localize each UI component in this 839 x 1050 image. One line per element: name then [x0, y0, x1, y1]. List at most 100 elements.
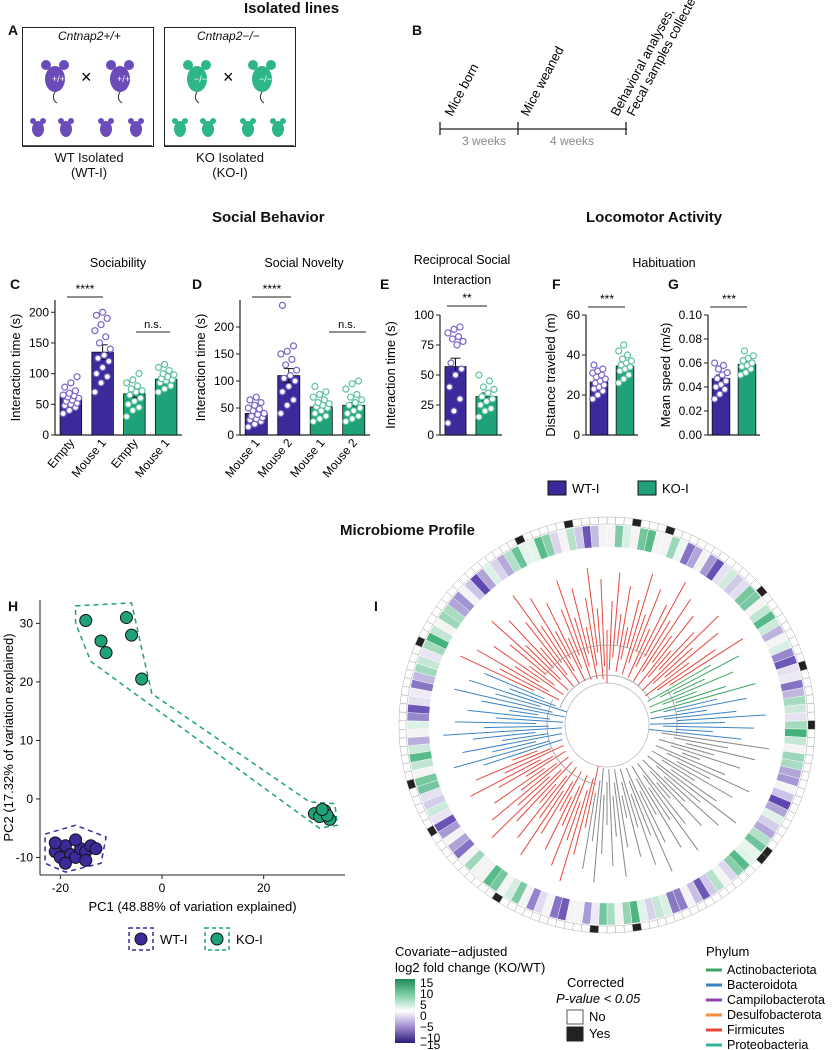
data-point	[103, 373, 111, 381]
tree-branch	[544, 796, 572, 850]
data-point	[475, 371, 483, 379]
tree-root-ring	[564, 682, 650, 768]
tree-branch	[644, 662, 690, 697]
data-point	[311, 409, 319, 417]
data-point	[618, 355, 627, 363]
data-point	[723, 369, 731, 377]
legend-ko-label: KO-I	[662, 481, 689, 496]
data-point	[346, 393, 355, 401]
tree-branch	[540, 625, 580, 684]
phylum-title: Phylum	[706, 944, 749, 959]
x-axis-label: PC1 (48.88% of variation explained)	[88, 899, 296, 914]
data-point	[457, 365, 466, 373]
data-point	[154, 363, 163, 372]
tree-branch	[614, 769, 629, 848]
data-point	[99, 363, 107, 372]
data-point	[719, 361, 728, 369]
data-point	[342, 385, 350, 393]
pvalue-cell	[398, 711, 407, 721]
pvalue-cell	[401, 685, 410, 696]
y-tick-label: 60	[567, 308, 581, 322]
data-point	[99, 308, 107, 316]
bar-legend: WT-I KO-I	[547, 480, 689, 496]
tree-branch	[620, 627, 629, 660]
header-social-behavior: Social Behavior	[212, 209, 325, 226]
sig-d-left: ****	[263, 282, 282, 296]
y-tick-label: 0	[227, 428, 234, 442]
data-point	[444, 329, 452, 337]
subtitle-social-novelty: Social Novelty	[264, 256, 344, 270]
tree-branch	[493, 645, 564, 696]
tree-branch	[584, 765, 599, 828]
tree-branch	[600, 579, 606, 667]
data-point	[280, 374, 288, 382]
pvalue-cell	[563, 519, 574, 529]
phylum-label: Proteobacteria	[727, 1038, 808, 1050]
scatter-point	[135, 672, 149, 686]
panel-label-a: A	[8, 22, 19, 38]
data-point	[288, 355, 296, 363]
panel-label-g: G	[668, 276, 679, 292]
pval-no-swatch	[566, 1009, 584, 1025]
data-point	[133, 382, 142, 390]
pval-title-1: Corrected	[567, 975, 624, 990]
data-point	[260, 409, 268, 417]
data-point	[311, 382, 319, 390]
data-point	[100, 351, 108, 359]
pvalue-cell	[399, 745, 409, 756]
pvalue-cell	[399, 737, 408, 747]
pval-title-2: P-value < 0.05	[556, 991, 641, 1006]
data-point	[246, 396, 254, 404]
tree-branch	[525, 644, 561, 680]
phylum-label: Campilobacterota	[727, 993, 825, 1007]
y-axis-label: Interaction time (s)	[8, 314, 23, 422]
tree-branch	[601, 794, 605, 854]
tree-branch	[467, 709, 551, 720]
tree-branch	[635, 778, 657, 815]
tree-branch	[517, 776, 551, 806]
x-tick-label: Mouse 1	[69, 436, 110, 481]
data-point	[278, 301, 287, 309]
tree-branch	[663, 710, 737, 720]
heat-cell	[590, 524, 600, 548]
tree-branch	[516, 761, 573, 822]
data-point	[73, 373, 81, 381]
chart-mean-speed: 0.00 0.02 0.04 0.06 0.08 0.10 Mean speed (m/s)	[658, 308, 760, 442]
data-point	[348, 415, 356, 423]
tree-branch	[612, 572, 621, 658]
data-point	[165, 366, 173, 375]
tree-branch	[628, 614, 646, 663]
cluster-hull	[44, 824, 107, 873]
x-tick-label: Mouse 2	[320, 436, 361, 481]
pvalue-cell	[807, 711, 816, 721]
data-point	[91, 327, 99, 335]
data-point	[129, 376, 137, 384]
data-point	[342, 417, 350, 426]
tree-branch	[621, 573, 654, 675]
data-point	[167, 382, 175, 390]
tree-branch	[468, 679, 568, 713]
tree-branch	[635, 589, 662, 652]
wt-offspring	[30, 118, 144, 137]
tree-branch	[491, 769, 562, 839]
phylum-label: Bacteroidota	[727, 978, 797, 992]
tree-branch	[498, 755, 554, 788]
data-point	[711, 359, 719, 367]
tree-branch	[650, 709, 707, 720]
heat-cell	[406, 728, 430, 738]
data-point	[105, 357, 113, 365]
data-point	[450, 407, 458, 415]
tree-branch	[670, 745, 741, 769]
data-point	[490, 385, 498, 393]
data-point	[713, 375, 721, 383]
tree-arc	[546, 699, 597, 785]
data-point	[286, 372, 294, 380]
data-point	[103, 314, 111, 323]
data-point	[291, 377, 299, 385]
data-point	[717, 381, 725, 389]
cluster-hull	[74, 602, 339, 829]
data-point	[454, 333, 463, 341]
data-point	[354, 412, 363, 420]
data-point	[615, 347, 623, 355]
legend-wt-label: WT-I	[572, 481, 599, 496]
